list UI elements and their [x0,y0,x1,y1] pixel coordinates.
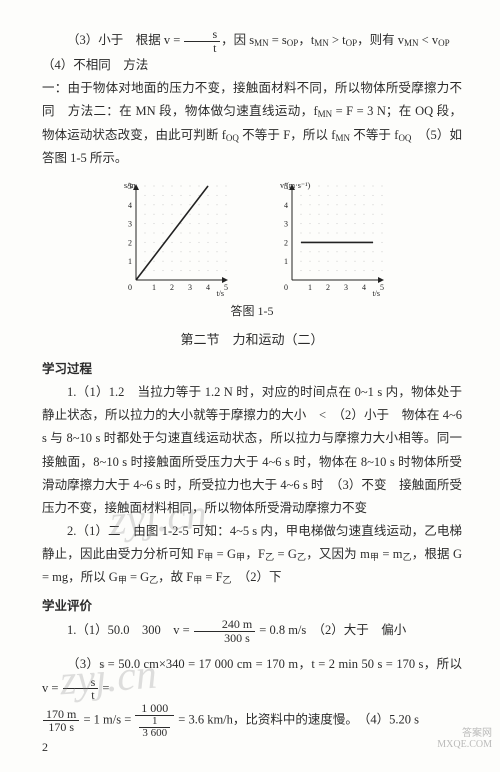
document-page: （3）小于 根据 v = st，因 sMN = sOP，tMN > tOP，则有… [0,0,500,772]
text: = 0.8 m/s （2）大于 偏小 [256,623,406,637]
svg-text:0: 0 [128,283,132,292]
sub: 乙 [297,552,306,562]
text: > t [329,33,346,47]
text: = [99,681,109,695]
sub: 乙 [402,552,411,562]
svg-text:5: 5 [380,283,384,292]
chart-left-st: 1234512345t/ss/m0 [114,178,234,298]
text: （2）下 [232,570,282,584]
sub: 乙 [223,575,232,585]
svg-text:4: 4 [206,283,210,292]
fraction-240-300: 240 m300 s [193,618,256,644]
svg-text:0: 0 [284,283,288,292]
text: （3）小于 根据 v = [67,33,183,47]
text: 1.（1）50.0 300 v = [67,623,193,637]
sub: 甲 [193,575,202,585]
fraction-170-170: 170 m170 s [42,708,80,734]
svg-text:t/s: t/s [216,289,224,298]
paragraph-methods: 一：由于物体对地面的压力不变，接触面材料不同，所以物体所受摩擦力不同 方法二：在… [42,77,462,170]
paragraph-3-4: （3）小于 根据 v = st，因 sMN = sOP，tMN > tOP，则有… [42,28,462,77]
sub: MN [335,133,350,143]
text: = G [127,570,149,584]
text: = m [379,547,402,561]
text: ，故 F [158,570,193,584]
q1-para: 1.（1）1.2 当拉力等于 1.2 N 时，对应的时间点在 0~1 s 内，物… [42,381,462,520]
svg-text:4: 4 [284,201,288,210]
stamp-line2: MXQE.COM [428,739,492,750]
fraction-st-2: st [62,676,100,702]
sub: OP [287,38,299,48]
eval-3a: （3）s = 50.0 cm×340 = 17 000 cm = 170 m，t… [42,653,462,702]
source-stamp: 答案网 MXQE.COM [428,728,492,764]
sub: 甲 [118,575,127,585]
text: = 3.6 km/h，比资料中的速度慢。 （4）5.20 s [175,713,419,727]
sub: OP [346,38,358,48]
svg-text:1: 1 [284,257,288,266]
svg-text:s/m: s/m [124,181,136,190]
svg-text:3: 3 [128,219,132,228]
text: = F [202,570,222,584]
svg-text:1: 1 [152,283,156,292]
sub: 甲 [236,552,245,562]
text: ，则有 v [357,33,404,47]
sub: 乙 [149,575,158,585]
text: ，又因为 m [306,547,370,561]
svg-text:v/(m·s⁻¹): v/(m·s⁻¹) [280,181,311,190]
text: = G [213,547,236,561]
figure-caption: 答图 1-5 [42,300,462,322]
text: 不等于 f [350,128,398,142]
fraction-st: st [183,28,221,54]
sub: 甲 [204,552,213,562]
sub: MN [314,38,329,48]
sub: MN [254,38,269,48]
sub: MN [318,109,333,119]
svg-text:3: 3 [188,283,192,292]
eval-3b: 170 m170 s = 1 m/s = 1 00013 600 = 3.6 k… [42,702,462,740]
svg-text:1: 1 [128,257,132,266]
svg-text:2: 2 [284,238,288,247]
sub: OQ [398,133,411,143]
sub: OP [438,38,450,48]
text: = s [269,33,287,47]
fraction-nested: 1 00013 600 [134,702,175,740]
sub: 甲 [370,552,379,562]
text: ，F [245,547,265,561]
svg-text:2: 2 [170,283,174,292]
svg-text:1: 1 [308,283,312,292]
svg-text:t/s: t/s [372,289,380,298]
section-title: 第二节 力和运动（二） [42,328,462,352]
heading-evaluation: 学业评价 [42,595,462,618]
text: ，因 s [221,33,254,47]
svg-text:2: 2 [326,283,330,292]
figure-row: 1234512345t/ss/m0 1234512345t/sv/(m·s⁻¹)… [42,178,462,298]
q2-para: 2.（1）二 由图 1-2-5 可知：4~5 s 内，甲电梯做匀速直线运动，乙电… [42,520,462,589]
text: 不等于 F，所以 f [239,128,336,142]
svg-text:4: 4 [362,283,366,292]
page-number: 2 [42,736,48,758]
chart-right-vt: 1234512345t/sv/(m·s⁻¹)0 [270,178,390,298]
svg-text:3: 3 [284,219,288,228]
text: ，t [298,33,314,47]
eval-1: 1.（1）50.0 300 v = 240 m300 s = 0.8 m/s （… [42,618,462,644]
text: < v [419,33,439,47]
sub: MN [404,38,419,48]
text: = G [274,547,297,561]
svg-text:3: 3 [344,283,348,292]
stamp-line1: 答案网 [428,728,492,739]
text: = 1 m/s = [80,713,134,727]
svg-text:4: 4 [128,201,132,210]
svg-text:2: 2 [128,238,132,247]
heading-learning-process: 学习过程 [42,358,462,381]
svg-text:5: 5 [224,283,228,292]
fraction-1-3600: 13 600 [138,716,171,740]
sub: 乙 [265,552,274,562]
sub: OQ [226,133,239,143]
